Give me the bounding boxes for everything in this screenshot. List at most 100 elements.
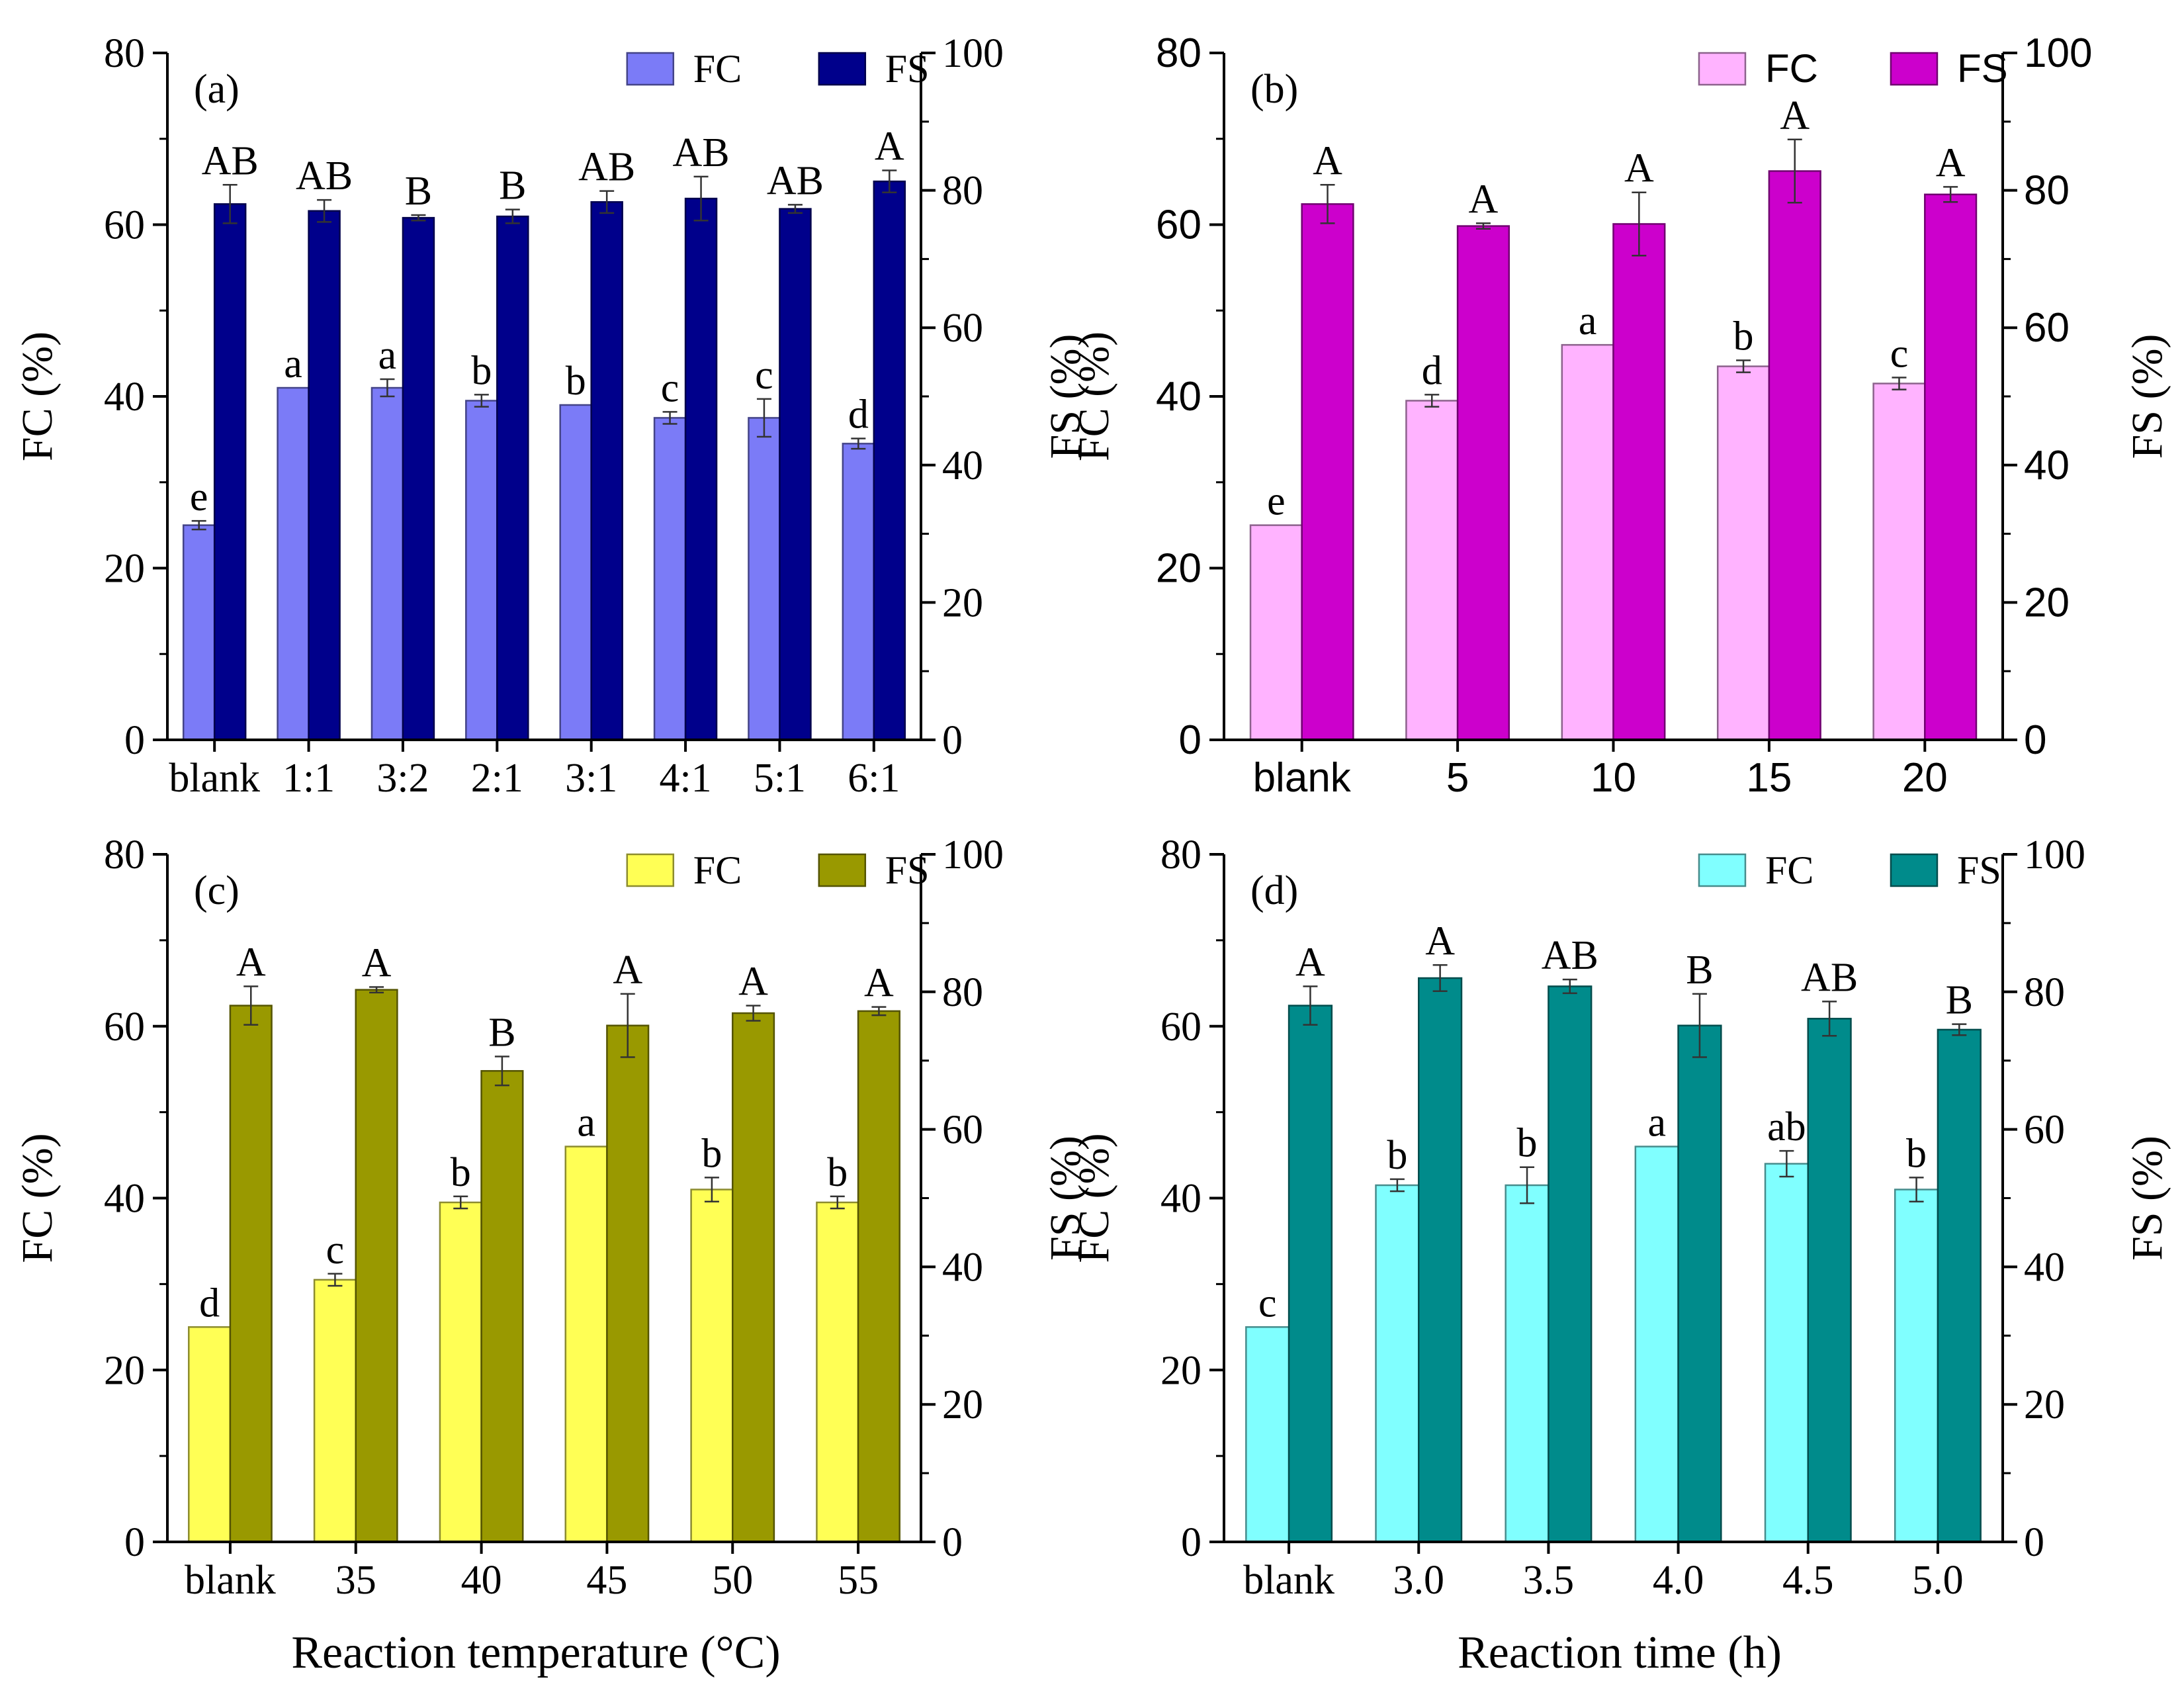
significance-letter-fs-4: AB xyxy=(1801,955,1858,1000)
y-axis-label-left: FC (%) xyxy=(1070,1133,1118,1263)
bar-fc-0 xyxy=(182,524,216,741)
legend-swatch-fs xyxy=(1890,52,1939,86)
right-tick-label-4: 80 xyxy=(2024,168,2070,214)
bar-fc-4 xyxy=(559,404,592,741)
legend-label-fc: FC xyxy=(1765,46,1818,91)
right-tick-label-2: 40 xyxy=(2024,1245,2065,1290)
significance-letter-fc-0: d xyxy=(199,1281,220,1326)
significance-letter-fs-6: AB xyxy=(767,158,824,203)
x-tick-label-1: 35 xyxy=(335,1558,376,1603)
significance-letter-fs-7: A xyxy=(875,124,904,169)
bar-fc-1 xyxy=(313,1279,357,1543)
significance-letter-fc-1: b xyxy=(1387,1133,1407,1178)
x-tick-label-5: 55 xyxy=(838,1558,879,1603)
right-tick-label-0: 0 xyxy=(2024,1520,2044,1565)
legend-label-fs: FS xyxy=(1957,848,2001,892)
bar-fs-4 xyxy=(590,201,623,741)
significance-letter-fs-5: A xyxy=(864,961,894,1006)
bar-fc-1 xyxy=(1405,400,1459,741)
significance-letter-fc-0: e xyxy=(190,474,208,519)
significance-letter-fc-6: c xyxy=(755,353,773,398)
x-tick-label-3: 15 xyxy=(1746,755,1792,801)
significance-letter-fs-2: B xyxy=(488,1010,515,1055)
left-tick-label-4: 80 xyxy=(104,31,145,76)
right-tick-label-5: 100 xyxy=(2024,30,2092,76)
significance-letter-fs-3: A xyxy=(613,948,642,993)
significance-letter-fs-5: AB xyxy=(672,130,729,175)
bar-fs-1 xyxy=(1456,225,1510,741)
bar-fs-4 xyxy=(1807,1018,1852,1543)
right-tick-label-4: 80 xyxy=(942,970,983,1015)
bar-fc-4 xyxy=(690,1189,734,1543)
bar-fs-5 xyxy=(857,1010,900,1543)
left-tick-label-0: 0 xyxy=(124,718,145,763)
chart-panel-2: e d a b c A A A A A 0 20 40 60 80 0 20 40 60 80 100 blank 5 10 1… xyxy=(1070,30,2171,801)
panel-label: (b) xyxy=(1250,67,1298,112)
right-tick-label-5: 100 xyxy=(942,832,1004,877)
chart-panel-3: d c b a b b A A B A A A 0 20 40 60 80 0 20 40 60 80 100 blank 35… xyxy=(13,832,1090,1603)
significance-letter-fc-7: d xyxy=(848,392,869,437)
left-tick-label-3: 60 xyxy=(1156,202,1201,248)
left-tick-label-1: 20 xyxy=(1160,1348,1201,1393)
significance-letter-fc-1: c xyxy=(326,1228,345,1273)
y-axis-label-left: FC (%) xyxy=(13,1133,62,1263)
bar-fc-5 xyxy=(653,417,687,741)
significance-letter-fc-0: c xyxy=(1258,1281,1277,1326)
significance-letter-fc-3: a xyxy=(577,1101,595,1146)
significance-letter-fc-4: b xyxy=(701,1131,722,1176)
bar-fc-3 xyxy=(1634,1146,1679,1543)
x-tick-label-2: 40 xyxy=(461,1558,502,1603)
right-tick-label-4: 80 xyxy=(942,169,983,214)
significance-letter-fc-2: a xyxy=(1579,298,1597,343)
bar-fs-6 xyxy=(779,208,812,741)
significance-letter-fs-4: A xyxy=(738,960,768,1005)
bar-fs-3 xyxy=(1677,1024,1722,1543)
bar-fc-2 xyxy=(371,386,404,741)
significance-letter-fc-3: b xyxy=(1733,314,1754,359)
bar-fs-2 xyxy=(480,1070,524,1543)
significance-letter-fs-0: A xyxy=(1313,138,1342,183)
bar-fc-1 xyxy=(277,386,310,741)
bar-fs-1 xyxy=(1418,977,1463,1543)
significance-letter-fs-3: B xyxy=(499,163,526,208)
bar-fc-3 xyxy=(465,400,498,741)
significance-letter-fs-1: A xyxy=(1469,177,1499,222)
significance-letter-fs-1: A xyxy=(1425,919,1455,964)
significance-letter-fc-4: b xyxy=(566,359,586,404)
bar-fc-2 xyxy=(1561,343,1614,741)
significance-letter-fs-1: A xyxy=(362,941,392,986)
significance-letter-fs-3: A xyxy=(1780,93,1810,138)
bar-fs-2 xyxy=(1548,985,1593,1543)
bar-fs-0 xyxy=(1288,1005,1333,1543)
x-tick-label-0: blank xyxy=(1253,755,1352,801)
left-tick-label-0: 0 xyxy=(1181,1520,1201,1565)
bar-fc-5 xyxy=(1894,1189,1939,1543)
bar-fs-1 xyxy=(308,210,341,741)
left-tick-label-1: 20 xyxy=(104,547,145,592)
significance-letter-fc-3: b xyxy=(471,348,492,393)
significance-letter-fc-4: ab xyxy=(1767,1104,1806,1149)
bar-fs-4 xyxy=(732,1012,775,1543)
bar-fs-2 xyxy=(1612,223,1666,741)
y-axis-label-left: FC (%) xyxy=(13,332,62,461)
bar-fc-1 xyxy=(1375,1184,1420,1543)
x-tick-label-5: 5.0 xyxy=(1912,1558,1964,1603)
y-axis-label-right: FS (%) xyxy=(1041,1136,1090,1261)
legend-swatch-fs xyxy=(818,853,867,887)
bar-fs-7 xyxy=(873,180,906,741)
bar-fc-4 xyxy=(1764,1163,1809,1543)
legend-label-fs: FS xyxy=(1957,46,2008,91)
x-tick-label-2: 3.5 xyxy=(1523,1558,1575,1603)
significance-letter-fc-2: b xyxy=(1517,1121,1538,1166)
x-tick-label-0: blank xyxy=(1243,1558,1334,1603)
right-tick-label-2: 40 xyxy=(942,443,983,488)
left-tick-label-0: 0 xyxy=(1179,717,1201,763)
legend-label-fc: FC xyxy=(693,848,742,892)
left-tick-label-4: 80 xyxy=(1160,832,1201,877)
bar-fs-5 xyxy=(684,197,718,741)
left-tick-label-1: 20 xyxy=(1156,546,1201,592)
bar-fs-4 xyxy=(1924,193,1978,741)
bar-fc-5 xyxy=(816,1201,859,1543)
bar-fs-0 xyxy=(213,203,247,741)
